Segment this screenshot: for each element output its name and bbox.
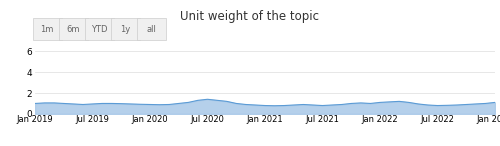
Text: 1y: 1y	[120, 25, 130, 34]
Text: all: all	[146, 25, 156, 34]
Text: Unit weight of the topic: Unit weight of the topic	[180, 10, 320, 23]
Text: YTD: YTD	[91, 25, 107, 34]
Text: 6m: 6m	[66, 25, 80, 34]
Text: 1m: 1m	[40, 25, 54, 34]
